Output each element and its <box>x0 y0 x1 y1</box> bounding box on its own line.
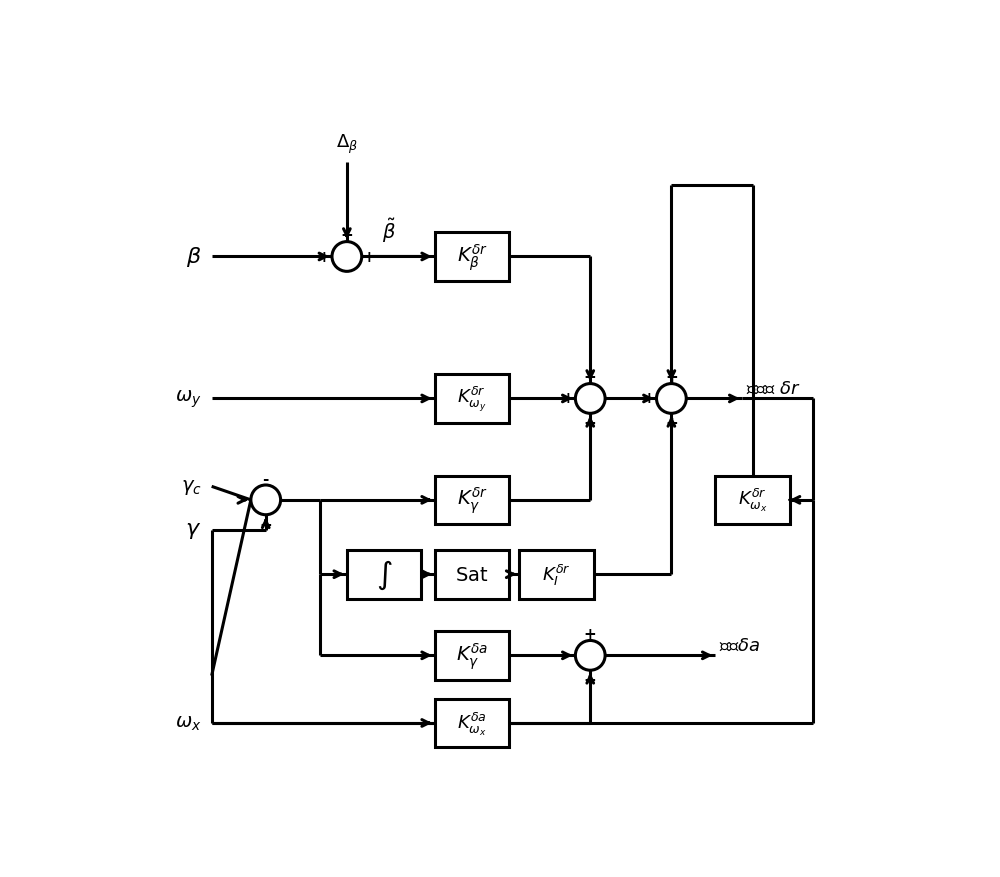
Circle shape <box>657 384 686 414</box>
Text: $K_{\gamma}^{\delta a}$: $K_{\gamma}^{\delta a}$ <box>456 640 488 671</box>
Text: +: + <box>561 390 574 405</box>
Text: +: + <box>340 228 353 243</box>
Bar <box>519 550 594 599</box>
Bar <box>435 476 509 524</box>
Bar <box>435 631 509 680</box>
Circle shape <box>332 242 362 272</box>
Text: $K_{\omega_x}^{\delta r}$: $K_{\omega_x}^{\delta r}$ <box>738 487 767 514</box>
Text: +: + <box>584 416 597 431</box>
Circle shape <box>251 486 281 515</box>
Text: $K_I^{\delta r}$: $K_I^{\delta r}$ <box>542 562 571 587</box>
Text: $\tilde{\beta}$: $\tilde{\beta}$ <box>382 217 396 245</box>
Text: $\mathrm{Sat}$: $\mathrm{Sat}$ <box>455 565 489 584</box>
Text: 方向舵 $\delta r$: 方向舵 $\delta r$ <box>746 380 800 398</box>
Text: +: + <box>584 626 597 641</box>
Text: +: + <box>584 370 597 385</box>
Text: $\int$: $\int$ <box>376 558 392 591</box>
Text: $K_{\omega_x}^{\delta a}$: $K_{\omega_x}^{\delta a}$ <box>457 709 487 737</box>
Text: $\gamma_c$: $\gamma_c$ <box>181 477 202 496</box>
Text: +: + <box>642 390 655 405</box>
Text: $\gamma$: $\gamma$ <box>185 521 202 540</box>
Bar <box>435 550 509 599</box>
Text: $K_{\beta}^{\delta r}$: $K_{\beta}^{\delta r}$ <box>457 242 487 273</box>
Circle shape <box>575 384 605 414</box>
Bar <box>435 699 509 747</box>
Text: $K_{\omega_y}^{\delta r}$: $K_{\omega_y}^{\delta r}$ <box>457 384 487 414</box>
Text: +: + <box>362 250 375 265</box>
Text: +: + <box>665 416 678 431</box>
Text: $\Delta_{\beta}$: $\Delta_{\beta}$ <box>336 132 358 156</box>
Bar <box>435 374 509 424</box>
Bar <box>347 550 421 599</box>
Text: +: + <box>584 673 597 688</box>
Text: $\beta$: $\beta$ <box>186 246 202 269</box>
Text: +: + <box>259 517 272 532</box>
Circle shape <box>575 641 605 670</box>
Text: +: + <box>665 370 678 385</box>
Text: 副翼$\delta a$: 副翼$\delta a$ <box>719 637 760 654</box>
Text: $\omega_y$: $\omega_y$ <box>175 389 202 410</box>
Text: $K_{\gamma}^{\delta r}$: $K_{\gamma}^{\delta r}$ <box>457 485 487 516</box>
Text: $\omega_x$: $\omega_x$ <box>175 714 202 732</box>
Text: +: + <box>318 250 330 265</box>
Bar <box>715 476 790 524</box>
Text: -: - <box>263 471 269 486</box>
Bar <box>435 233 509 282</box>
